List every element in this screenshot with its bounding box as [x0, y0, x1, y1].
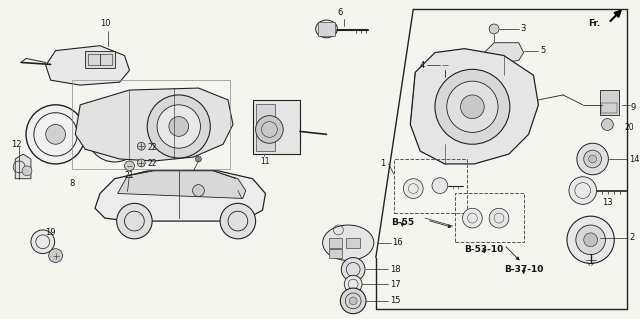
Circle shape	[584, 150, 602, 168]
Polygon shape	[118, 171, 246, 198]
Circle shape	[157, 105, 200, 148]
Bar	[88, 54, 100, 65]
Text: B-55: B-55	[391, 218, 414, 227]
Text: 16: 16	[392, 238, 403, 247]
Circle shape	[435, 69, 510, 144]
Text: 13: 13	[602, 198, 612, 207]
Text: 15: 15	[390, 296, 400, 305]
Text: 12: 12	[12, 140, 22, 149]
Text: 5: 5	[540, 46, 546, 55]
Circle shape	[169, 117, 189, 136]
Circle shape	[584, 233, 598, 247]
Circle shape	[463, 208, 483, 228]
Bar	[454, 192, 524, 242]
Text: 11: 11	[260, 157, 269, 166]
Text: B-37-10: B-37-10	[504, 265, 543, 274]
Polygon shape	[484, 43, 524, 63]
Circle shape	[138, 142, 145, 150]
Bar	[600, 90, 620, 115]
Circle shape	[31, 230, 54, 254]
Circle shape	[567, 216, 614, 263]
Text: 4: 4	[420, 61, 425, 70]
Circle shape	[147, 95, 211, 158]
Text: 17: 17	[390, 280, 400, 289]
Circle shape	[49, 249, 63, 263]
Text: 18: 18	[390, 265, 400, 274]
Circle shape	[589, 155, 596, 163]
Text: 14: 14	[629, 154, 639, 164]
Circle shape	[432, 178, 448, 194]
Circle shape	[577, 143, 609, 175]
Circle shape	[193, 185, 204, 197]
Circle shape	[26, 105, 85, 164]
Circle shape	[489, 208, 509, 228]
Bar	[602, 103, 617, 113]
Polygon shape	[76, 88, 233, 161]
Circle shape	[576, 225, 605, 255]
Text: 22: 22	[147, 160, 157, 168]
Text: B-53-10: B-53-10	[465, 245, 504, 254]
Bar	[394, 159, 467, 213]
Bar	[317, 22, 335, 36]
Circle shape	[125, 161, 134, 171]
Text: 9: 9	[630, 103, 636, 112]
Text: 6: 6	[338, 8, 343, 17]
Text: 10: 10	[100, 19, 110, 28]
Circle shape	[340, 288, 366, 314]
Circle shape	[87, 107, 142, 162]
Text: 8: 8	[70, 179, 75, 188]
Bar	[255, 104, 275, 151]
Circle shape	[569, 177, 596, 204]
Text: Fr.: Fr.	[588, 19, 600, 28]
Circle shape	[341, 257, 365, 281]
Circle shape	[195, 156, 202, 162]
Circle shape	[220, 203, 255, 239]
Polygon shape	[45, 46, 129, 85]
Circle shape	[45, 124, 65, 144]
Circle shape	[447, 81, 498, 132]
Circle shape	[489, 24, 499, 34]
Bar	[328, 249, 342, 257]
Text: 3: 3	[521, 25, 526, 33]
Text: 22: 22	[147, 143, 157, 152]
Circle shape	[403, 179, 423, 198]
Bar	[328, 238, 342, 248]
Bar	[253, 100, 300, 154]
Bar	[72, 80, 230, 169]
Circle shape	[344, 275, 362, 293]
Bar	[100, 54, 112, 65]
Polygon shape	[95, 171, 266, 221]
Ellipse shape	[323, 225, 374, 261]
Text: 19: 19	[45, 228, 56, 237]
Bar	[85, 51, 115, 68]
Circle shape	[255, 116, 284, 143]
Circle shape	[602, 119, 613, 130]
Circle shape	[138, 159, 145, 167]
Polygon shape	[15, 154, 31, 179]
Ellipse shape	[316, 20, 337, 38]
Circle shape	[116, 203, 152, 239]
Text: 1: 1	[380, 160, 386, 168]
Text: 20: 20	[624, 123, 634, 132]
Text: 2: 2	[629, 233, 634, 242]
Text: 21: 21	[125, 171, 134, 180]
Circle shape	[440, 61, 450, 70]
Bar	[346, 238, 360, 248]
Circle shape	[349, 297, 357, 305]
Circle shape	[22, 166, 32, 176]
Circle shape	[461, 95, 484, 119]
Polygon shape	[410, 48, 538, 164]
